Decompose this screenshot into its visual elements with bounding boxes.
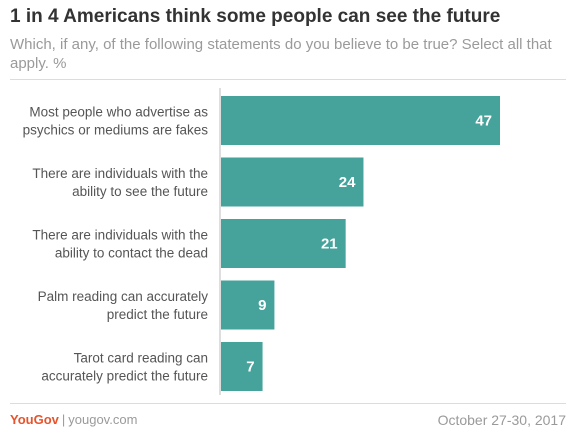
chart-title: 1 in 4 Americans think some people can s… (10, 6, 501, 27)
data-label: 9 (258, 297, 266, 314)
bar (221, 157, 364, 207)
category-label: Palm reading can accurately predict the f… (38, 289, 209, 322)
bar (221, 280, 275, 330)
category-label: Tarot card reading can accurately predict… (41, 351, 208, 384)
data-label: 24 (339, 174, 356, 191)
category-label: There are individuals with the ability to… (32, 166, 208, 199)
category-label-line: Palm reading can accurately (38, 289, 209, 304)
bar (221, 342, 263, 391)
category-label-line: ability to contact the dead (55, 246, 208, 261)
data-label: 21 (321, 236, 338, 253)
category-label-line: ability to see the future (72, 184, 208, 199)
category-label: Most people who advertise as psychics or … (23, 105, 209, 138)
data-label: 47 (475, 113, 492, 130)
source-url: yougov.com (68, 412, 138, 427)
brand-separator: | (61, 412, 66, 427)
category-label-line: Tarot card reading can (74, 351, 208, 366)
bottom-divider (10, 403, 566, 404)
category-label-line: predict the future (107, 307, 208, 322)
category-label-line: accurately predict the future (41, 369, 208, 384)
bar (221, 96, 500, 145)
bar (221, 219, 346, 268)
category-label-line: There are individuals with the (32, 228, 208, 243)
top-divider (10, 79, 566, 80)
data-label: 7 (246, 359, 254, 376)
category-label-line: There are individuals with the (32, 166, 208, 181)
yougov-logo: YouGov | yougov.com (10, 412, 137, 427)
category-label-line: Most people who advertise as (29, 105, 208, 120)
brand-name: YouGov (10, 412, 59, 427)
chart-subtitle: Which, if any, of the following statemen… (10, 36, 552, 72)
survey-date: October 27-30, 2017 (437, 412, 566, 428)
category-label: There are individuals with the ability to… (32, 228, 208, 261)
category-label-line: psychics or mediums are fakes (23, 123, 209, 138)
